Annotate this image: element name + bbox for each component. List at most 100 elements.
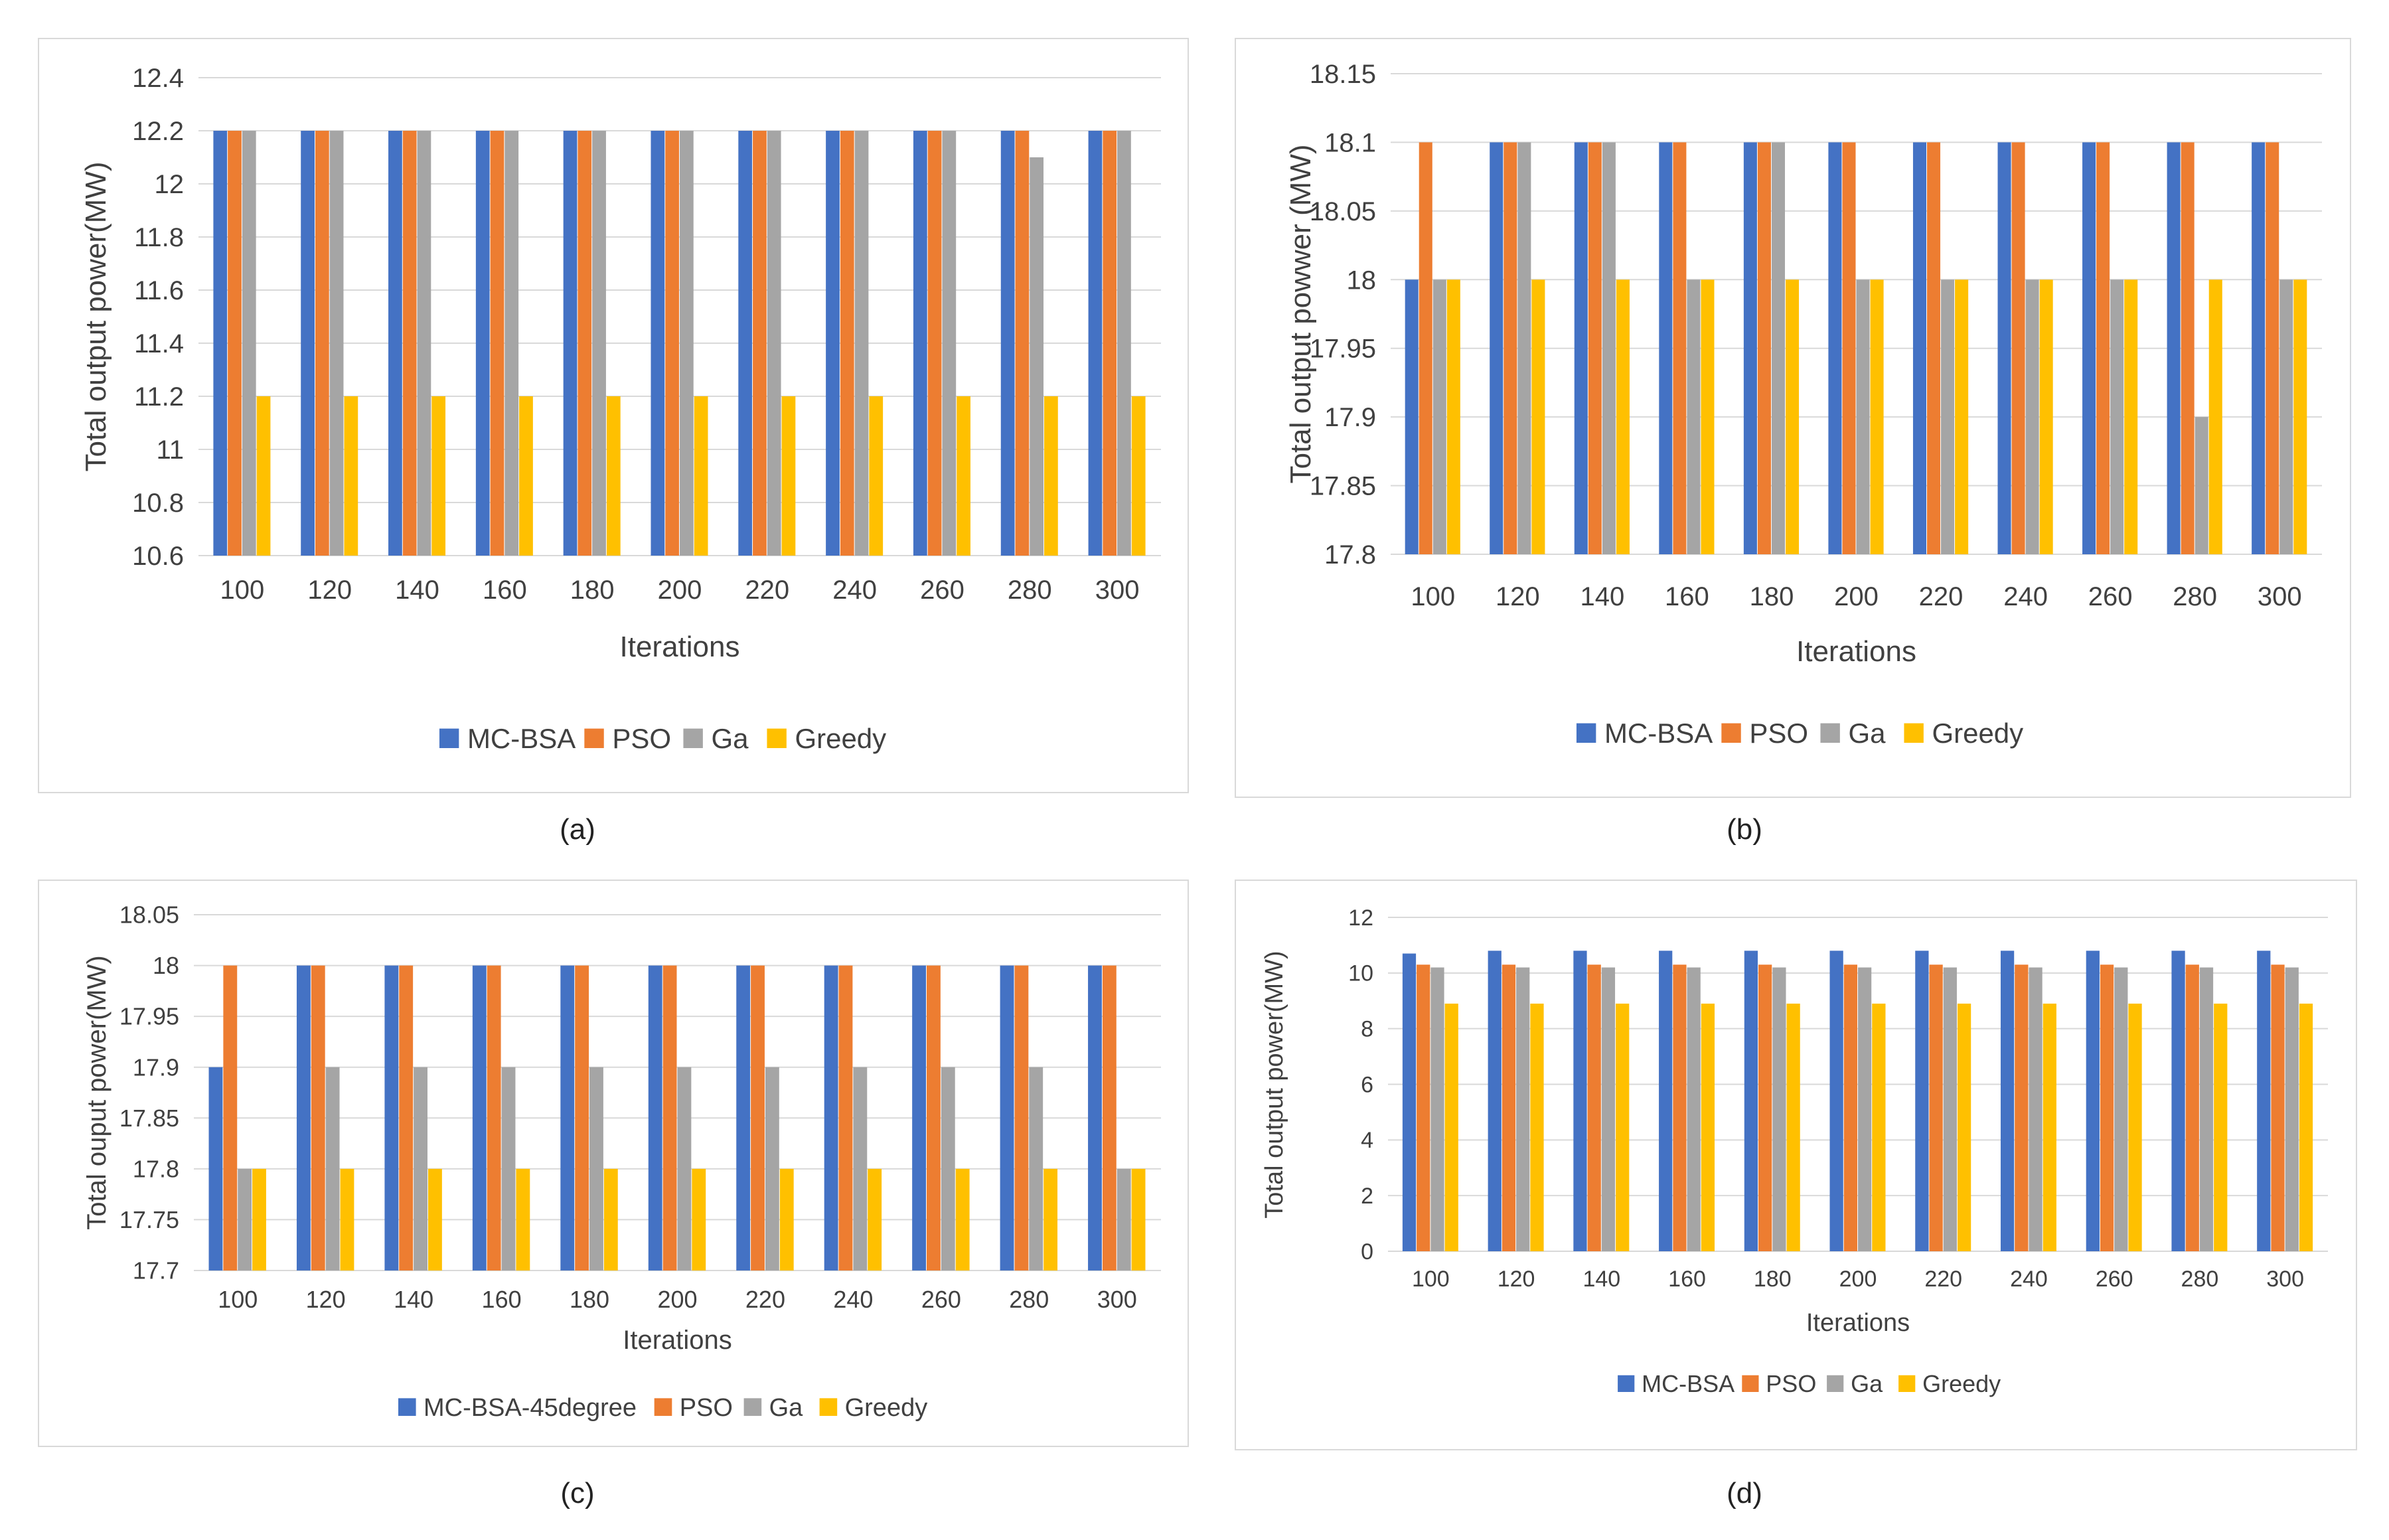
chart-b-bar-greedy-300 <box>2293 279 2307 554</box>
chart-b-bar-pso-180 <box>1757 142 1771 554</box>
chart-c-ytick-label: 18 <box>153 952 179 979</box>
chart-d-bar-ga-100 <box>1430 967 1444 1251</box>
chart-a-xtick-label: 140 <box>395 576 439 605</box>
chart-b-bar-pso-120 <box>1503 142 1517 554</box>
chart-c-ytick-label: 17.8 <box>133 1155 179 1182</box>
chart-c-bar-mc-bsa-45degree-140 <box>384 965 399 1270</box>
chart-c-xtick-label: 260 <box>921 1286 961 1313</box>
chart-b-bar-mc-bsa-200 <box>1828 142 1842 554</box>
chart-d-legend-label-pso: PSO <box>1766 1370 1816 1397</box>
chart-a-ytick-label: 10.8 <box>132 489 184 518</box>
chart-b-bar-greedy-180 <box>1785 279 1800 554</box>
chart-a-xtick-label: 100 <box>220 576 265 605</box>
chart-d-xtick-label: 200 <box>1839 1267 1877 1292</box>
chart-a-xtick-label: 120 <box>307 576 352 605</box>
chart-b-bar-ga-140 <box>1602 142 1616 554</box>
chart-a-bar-pso-200 <box>665 131 679 556</box>
chart-b-xtick-label: 220 <box>1919 582 1964 611</box>
chart-panel-c: 17.7 17.75 17.8 17.85 17.9 17.95 18 18.05 100 120… <box>38 880 1189 1447</box>
chart-d-bar-pso-180 <box>1758 964 1772 1251</box>
chart-c-bar-ga-280 <box>1029 1067 1043 1270</box>
chart-b-bar-greedy-120 <box>1531 279 1545 554</box>
caption-d: (d) <box>1727 1477 1762 1509</box>
chart-a-xtick-label: 280 <box>1008 576 1052 605</box>
chart-b-bar-mc-bsa-260 <box>2082 142 2096 554</box>
chart-c-bar-pso-280 <box>1014 965 1029 1270</box>
chart-b-xtick-label: 200 <box>1834 582 1879 611</box>
chart-b-legend-swatch-pso <box>1721 723 1741 743</box>
chart-b-bar-ga-120 <box>1517 142 1531 554</box>
chart-c-bar-greedy-120 <box>340 1168 354 1270</box>
chart-a-bar-pso-280 <box>1015 131 1030 556</box>
chart-a-legend-label-greedy: Greedy <box>795 723 886 754</box>
chart-a-ytick-label: 12.2 <box>132 117 184 146</box>
chart-b-bar-ga-280 <box>2195 417 2208 554</box>
chart-a-xtick-label: 260 <box>920 576 964 605</box>
chart-d-bar-mc-bsa-120 <box>1488 951 1502 1251</box>
chart-d-bar-pso-120 <box>1502 964 1516 1251</box>
chart-d-bar-ga-300 <box>2285 967 2299 1251</box>
chart-c: 17.7 17.75 17.8 17.85 17.9 17.95 18 18.05 100 120… <box>82 901 1161 1422</box>
chart-a-bar-mc-bsa-100 <box>213 131 228 556</box>
chart-a-bar-pso-220 <box>753 131 767 556</box>
chart-c-x-axis-label: Iterations <box>623 1326 732 1355</box>
chart-d-ytick-label: 8 <box>1361 1017 1373 1042</box>
chart-a-bar-ga-180 <box>592 131 606 556</box>
chart-c-bar-mc-bsa-45degree-200 <box>648 965 662 1270</box>
chart-d-bar-greedy-260 <box>2128 1003 2142 1251</box>
chart-c-bar-greedy-140 <box>427 1168 442 1270</box>
chart-a-bar-greedy-160 <box>519 396 533 556</box>
chart-b-bar-mc-bsa-220 <box>1912 142 1927 554</box>
chart-a-xtick-label: 220 <box>745 576 789 605</box>
chart-a-bar-pso-300 <box>1103 131 1117 556</box>
chart-d-legend-label-ga: Ga <box>1851 1370 1883 1397</box>
chart-c-xtick-label: 140 <box>394 1286 433 1313</box>
chart-a-bar-ga-220 <box>767 131 781 556</box>
chart-a-bar-mc-bsa-160 <box>475 131 490 556</box>
chart-c-xtick-label: 120 <box>306 1286 346 1313</box>
chart-a-bar-greedy-220 <box>781 396 796 556</box>
chart-panel-b: 17.8 17.85 17.9 17.95 18 18.05 18.1 18.15 100 120… <box>1235 38 2351 798</box>
chart-a-bar-mc-bsa-240 <box>826 131 840 556</box>
chart-b-xtick-label: 100 <box>1411 582 1455 611</box>
chart-b-bar-greedy-100 <box>1446 279 1460 554</box>
chart-b-ytick-label: 17.9 <box>1324 403 1376 432</box>
chart-c-xtick-label: 240 <box>833 1286 873 1313</box>
chart-d-bar-ga-220 <box>1943 967 1957 1251</box>
chart-b-ytick-label: 18.1 <box>1324 128 1376 157</box>
chart-c-bar-pso-200 <box>662 965 677 1270</box>
chart-b-bar-mc-bsa-100 <box>1405 279 1419 554</box>
chart-a-x-axis-label: Iterations <box>620 631 740 663</box>
chart-c-legend-label-ga: Ga <box>769 1394 804 1422</box>
chart-d: 0 2 4 6 8 10 12 100 120 140 160 180 200 220 240 260 280 3… <box>1261 905 2328 1397</box>
chart-c-bar-ga-300 <box>1117 1168 1131 1270</box>
chart-c-legend-label-greedy: Greedy <box>845 1394 928 1422</box>
chart-a-bar-ga-140 <box>417 131 431 556</box>
chart-d-bar-greedy-300 <box>2299 1003 2313 1251</box>
chart-a-legend-label-mc-bsa: MC-BSA <box>467 723 576 754</box>
chart-c-bar-pso-240 <box>838 965 853 1270</box>
chart-c-bar-mc-bsa-45degree-240 <box>824 965 838 1270</box>
chart-d-bar-greedy-200 <box>1872 1003 1886 1251</box>
chart-b-bar-pso-220 <box>1927 142 1941 554</box>
chart-b-bar-greedy-260 <box>2124 279 2138 554</box>
chart-b-ytick-label: 17.95 <box>1310 335 1376 364</box>
chart-a-bar-greedy-200 <box>694 396 708 556</box>
chart-d-bar-pso-260 <box>2100 964 2114 1251</box>
chart-b-bar-pso-100 <box>1419 142 1432 554</box>
chart-c-ytick-label: 17.9 <box>133 1053 179 1081</box>
chart-c-xtick-label: 200 <box>657 1286 697 1313</box>
chart-b-bar-mc-bsa-140 <box>1574 142 1588 554</box>
chart-b-bar-mc-bsa-240 <box>1997 142 2011 554</box>
chart-d-xtick-label: 300 <box>2266 1267 2304 1292</box>
chart-d-legend-label-greedy: Greedy <box>1922 1370 2001 1397</box>
caption-b: (b) <box>1727 813 1762 846</box>
chart-d-bar-mc-bsa-140 <box>1573 951 1587 1251</box>
chart-d-bar-pso-280 <box>2185 964 2199 1251</box>
chart-c-legend-label-pso: PSO <box>680 1394 733 1422</box>
chart-a-bar-greedy-120 <box>344 396 358 556</box>
chart-d-xtick-label: 100 <box>1412 1267 1450 1292</box>
chart-c-bar-ga-200 <box>677 1067 692 1270</box>
chart-c-bar-greedy-240 <box>868 1168 882 1270</box>
chart-c-bar-greedy-300 <box>1131 1168 1146 1270</box>
